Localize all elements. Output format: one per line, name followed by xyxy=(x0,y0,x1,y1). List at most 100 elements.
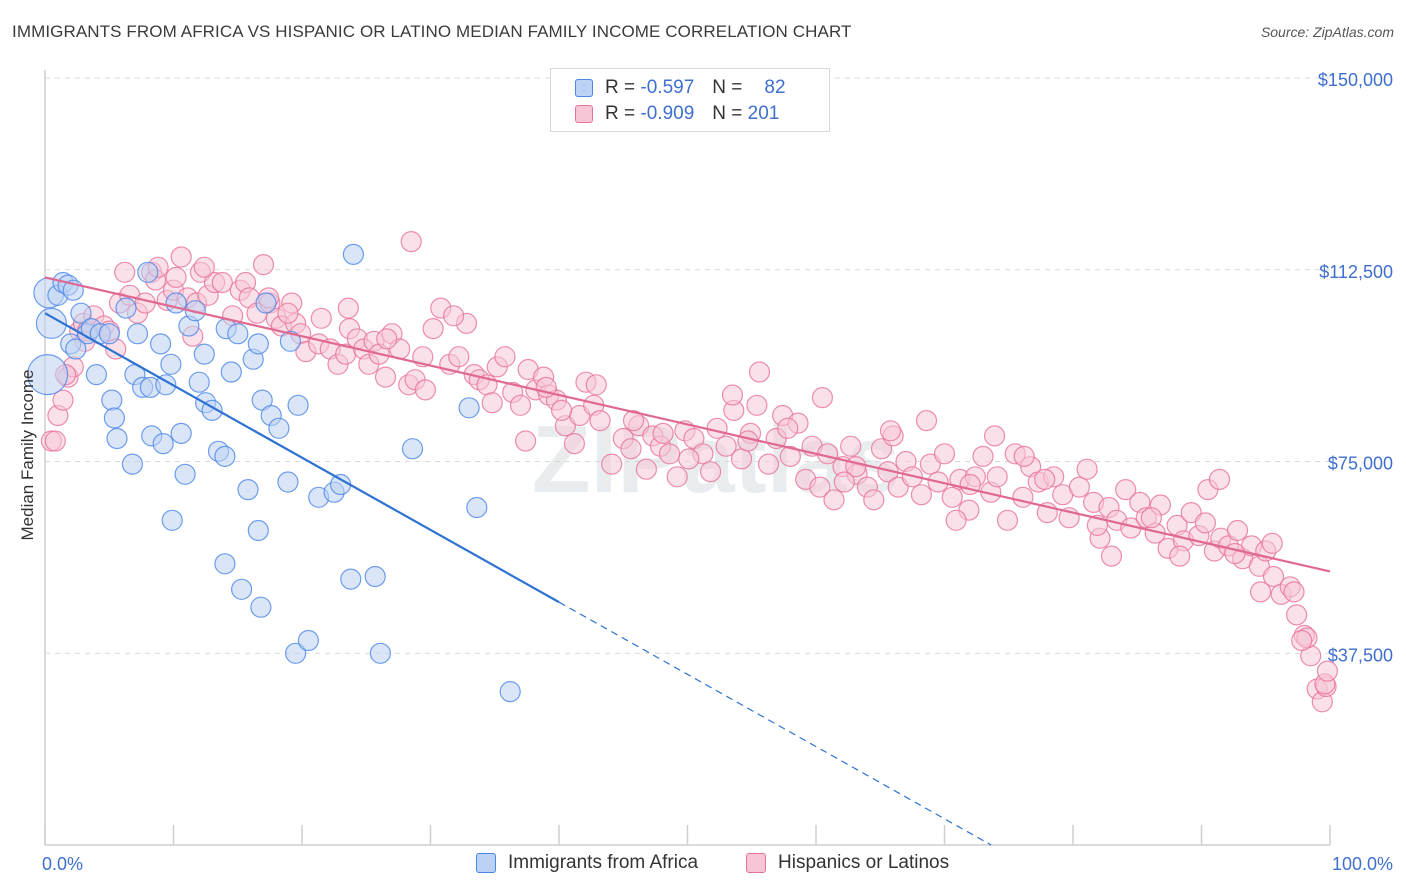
hispanic-point xyxy=(481,392,503,414)
legend-item-africa[interactable]: Immigrants from Africa xyxy=(476,852,698,874)
hispanic-point xyxy=(757,453,780,475)
y-tick-label: $37,500 xyxy=(1328,645,1393,665)
hispanic-point xyxy=(809,476,831,498)
hispanic-point xyxy=(374,366,397,388)
hispanic-point xyxy=(514,430,537,452)
africa-point xyxy=(214,553,236,575)
hispanic-point xyxy=(986,466,1008,488)
africa-point xyxy=(466,496,488,519)
hispanic-point xyxy=(706,417,728,439)
hispanic-point xyxy=(310,307,332,329)
africa-point xyxy=(369,642,391,664)
hispanic-point xyxy=(1262,565,1285,588)
africa-point xyxy=(152,433,174,455)
hispanic-point xyxy=(746,394,768,416)
hispanic-point xyxy=(1180,501,1202,524)
africa-point xyxy=(247,519,269,542)
hispanic-trend-line xyxy=(44,276,1331,573)
hispanic-point xyxy=(730,448,753,470)
hispanic-point xyxy=(509,394,532,416)
africa-point xyxy=(220,361,242,383)
africa-point xyxy=(101,389,123,411)
y-tick-label: $75,000 xyxy=(1328,454,1393,474)
hispanic-r-value: -0.909 xyxy=(640,103,695,124)
legend-item-hispanic[interactable]: Hispanics or Latinos xyxy=(746,852,949,874)
n-label: N = xyxy=(712,103,743,124)
hispanic-point xyxy=(277,302,299,324)
africa-point xyxy=(65,338,87,360)
africa-point xyxy=(150,333,172,355)
hispanic-point xyxy=(1076,458,1098,480)
hispanic-point xyxy=(748,361,771,383)
hispanic-point xyxy=(833,471,855,493)
africa-point xyxy=(364,565,386,588)
hispanic-point xyxy=(443,305,465,327)
hispanic-point xyxy=(1208,468,1231,490)
africa-point xyxy=(193,343,215,365)
africa-point xyxy=(340,568,362,590)
africa-point xyxy=(137,261,159,283)
hispanic-point xyxy=(1169,545,1191,567)
hispanic-swatch xyxy=(575,105,593,123)
africa-point xyxy=(250,596,272,618)
hispanic-point xyxy=(840,435,862,457)
africa-point xyxy=(227,323,249,345)
hispanic-point xyxy=(1100,545,1123,567)
africa-trend-line xyxy=(44,312,560,604)
hispanic-point xyxy=(678,448,700,470)
source-label: Source: ZipAtlas.com xyxy=(1260,24,1394,40)
hispanic-point xyxy=(863,489,885,511)
hispanic-legend-swatch xyxy=(746,853,766,873)
africa-legend-swatch xyxy=(476,853,496,873)
africa-swatch xyxy=(575,79,593,97)
x-tick-label: 100.0% xyxy=(1332,854,1393,874)
africa-point xyxy=(214,445,236,467)
hispanic-point xyxy=(563,433,586,455)
hispanic-point xyxy=(715,435,737,457)
r-label: R = xyxy=(605,77,636,98)
hispanic-point xyxy=(1283,581,1305,603)
africa-point xyxy=(268,417,290,439)
africa-point xyxy=(287,394,309,416)
hispanic-point xyxy=(1285,604,1308,626)
hispanic-point xyxy=(941,486,963,508)
trend-lines xyxy=(44,276,1331,846)
hispanic-point xyxy=(414,379,436,401)
africa-trend-extension xyxy=(558,601,992,846)
hispanic-point xyxy=(589,410,611,432)
hispanic-point xyxy=(494,346,516,368)
hispanic-n-value: 201 xyxy=(747,103,780,124)
hispanic-point xyxy=(887,476,909,498)
hispanic-point xyxy=(376,328,398,350)
africa-point xyxy=(115,297,137,319)
y-tick-label: $112,500 xyxy=(1319,262,1393,282)
hispanic-point xyxy=(910,484,933,506)
hispanic-point xyxy=(170,246,192,268)
hispanic-point xyxy=(422,318,444,340)
tick-labels: $37,500 $75,000 $112,500 $150,000 0.0% 100.0% xyxy=(42,70,1393,874)
africa-point xyxy=(155,374,177,396)
hispanic-point xyxy=(1140,507,1163,529)
hispanic-point xyxy=(1249,581,1272,603)
hispanic-point xyxy=(400,231,422,253)
africa-point xyxy=(499,680,521,703)
africa-point xyxy=(297,629,319,652)
hispanic-point xyxy=(1013,445,1035,467)
africa-point xyxy=(279,330,301,352)
hispanic-point xyxy=(252,254,275,276)
hispanic-point xyxy=(211,271,233,294)
hispanic-point xyxy=(811,387,834,409)
hispanic-point xyxy=(114,261,136,283)
hispanic-point xyxy=(550,399,573,421)
africa-point xyxy=(160,353,182,375)
hispanic-point xyxy=(1316,660,1339,682)
africa-point xyxy=(231,578,253,600)
africa-point xyxy=(121,453,143,475)
hispanic-point xyxy=(777,417,799,439)
hispanic-point xyxy=(699,461,722,483)
africa-point xyxy=(342,243,364,265)
africa-point xyxy=(458,397,480,419)
africa-point xyxy=(174,463,196,485)
hispanics-points xyxy=(40,231,1339,713)
